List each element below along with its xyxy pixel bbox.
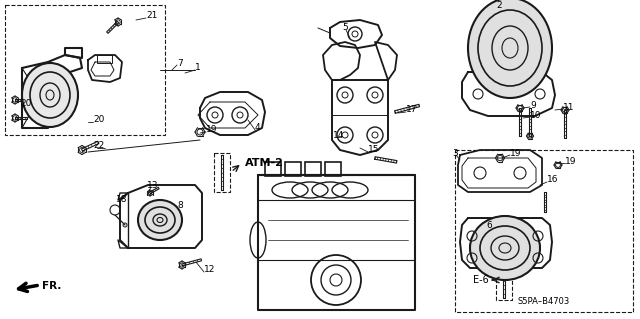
Bar bbox=[265, 162, 281, 176]
Bar bbox=[285, 162, 301, 176]
Ellipse shape bbox=[22, 63, 78, 127]
Text: 2: 2 bbox=[496, 2, 502, 11]
Text: 7: 7 bbox=[177, 58, 183, 68]
Text: 4: 4 bbox=[255, 123, 260, 132]
Text: ATM-2: ATM-2 bbox=[245, 158, 284, 168]
Text: 11: 11 bbox=[563, 102, 575, 112]
Bar bbox=[325, 162, 341, 176]
Text: 13: 13 bbox=[147, 181, 159, 189]
Text: S5PA–B4703: S5PA–B4703 bbox=[518, 298, 570, 307]
Text: 20: 20 bbox=[20, 99, 31, 108]
Bar bbox=[97, 55, 112, 63]
Text: 14: 14 bbox=[333, 130, 344, 139]
Text: 17: 17 bbox=[406, 106, 417, 115]
Text: 9: 9 bbox=[530, 100, 536, 109]
Text: 6: 6 bbox=[486, 220, 492, 229]
Text: 19: 19 bbox=[510, 149, 522, 158]
Text: 18: 18 bbox=[116, 196, 127, 204]
Text: 5: 5 bbox=[342, 24, 348, 33]
Ellipse shape bbox=[470, 216, 540, 280]
Ellipse shape bbox=[468, 0, 552, 98]
Text: 21: 21 bbox=[146, 11, 157, 20]
Bar bbox=[214, 153, 230, 192]
Bar bbox=[496, 261, 512, 300]
Text: 8: 8 bbox=[177, 201, 183, 210]
Bar bbox=[5, 5, 165, 135]
Bar bbox=[305, 162, 321, 176]
Ellipse shape bbox=[138, 200, 182, 240]
Text: 16: 16 bbox=[547, 175, 559, 184]
Text: 3: 3 bbox=[452, 149, 458, 158]
Text: 1: 1 bbox=[195, 63, 201, 72]
Text: 15: 15 bbox=[368, 145, 380, 154]
Text: E-6: E-6 bbox=[473, 275, 489, 285]
Text: 19: 19 bbox=[565, 157, 577, 166]
Bar bbox=[455, 150, 633, 312]
Text: 22: 22 bbox=[93, 142, 104, 151]
Text: FR.: FR. bbox=[42, 281, 61, 291]
Text: 19: 19 bbox=[206, 125, 218, 135]
Text: 20: 20 bbox=[93, 115, 104, 124]
Text: 10: 10 bbox=[530, 110, 541, 120]
Text: 12: 12 bbox=[204, 265, 216, 275]
